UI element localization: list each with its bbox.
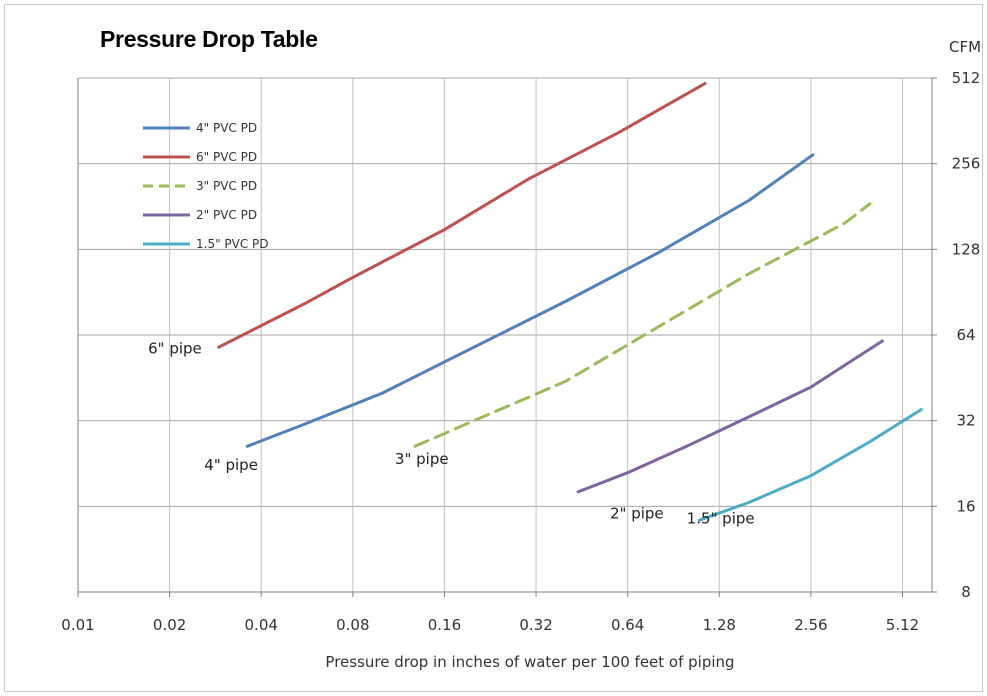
x-tick-label: 0.04 [245, 616, 278, 634]
pipe-annotation: 6" pipe [148, 340, 202, 358]
x-tick-label: 0.02 [153, 616, 186, 634]
annotations: 6" pipe 4" pipe 3" pipe 2" pipe 1.5" pipe [148, 340, 754, 528]
chart-title: Pressure Drop Table [100, 26, 318, 52]
legend-label: 4" PVC PD [196, 121, 257, 135]
y-tick-label: 16 [956, 497, 975, 515]
x-tick-label: 0.32 [519, 616, 552, 634]
x-tick-label: 0.01 [61, 616, 94, 634]
chart-frame [4, 4, 983, 692]
x-tick-label: 5.12 [886, 616, 919, 634]
legend-label: 6" PVC PD [196, 150, 257, 164]
legend: 4" PVC PD 6" PVC PD 3" PVC PD 2" PVC PD 1.5"… [143, 121, 269, 251]
y-axis-ticks: 8 16 32 64 128 256 512 [932, 69, 980, 601]
y-tick-label: 64 [956, 326, 975, 344]
x-tick-label: 0.16 [428, 616, 461, 634]
series-line [217, 81, 707, 349]
y-tick-label: 128 [952, 240, 981, 258]
pipe-annotation: 3" pipe [395, 450, 449, 468]
legend-label: 1.5" PVC PD [196, 237, 269, 251]
series-line [245, 153, 815, 448]
series-line [697, 408, 923, 522]
pipe-annotation: 1.5" pipe [687, 510, 755, 528]
x-tick-label: 0.64 [611, 616, 644, 634]
series-line [576, 339, 884, 494]
x-tick-label: 2.56 [794, 616, 827, 634]
series-lines [217, 81, 923, 522]
series-line [413, 202, 872, 448]
y-tick-label: 256 [952, 155, 981, 173]
y-tick-label: 8 [961, 583, 971, 601]
x-tick-label: 1.28 [703, 616, 736, 634]
x-axis-ticks: 0.01 0.02 0.04 0.08 0.16 0.32 0.64 1.28 2.56 5.12 [61, 592, 919, 634]
y-tick-label: 32 [956, 412, 975, 430]
y-tick-label: 512 [952, 69, 981, 87]
y-axis-label: CFM [949, 38, 981, 56]
grid [77, 77, 932, 593]
pipe-annotation: 4" pipe [204, 456, 258, 474]
legend-label: 2" PVC PD [196, 208, 257, 222]
pipe-annotation: 2" pipe [610, 504, 664, 522]
legend-label: 3" PVC PD [196, 179, 257, 193]
x-axis-label: Pressure drop in inches of water per 100… [325, 653, 734, 671]
x-tick-label: 0.08 [336, 616, 369, 634]
